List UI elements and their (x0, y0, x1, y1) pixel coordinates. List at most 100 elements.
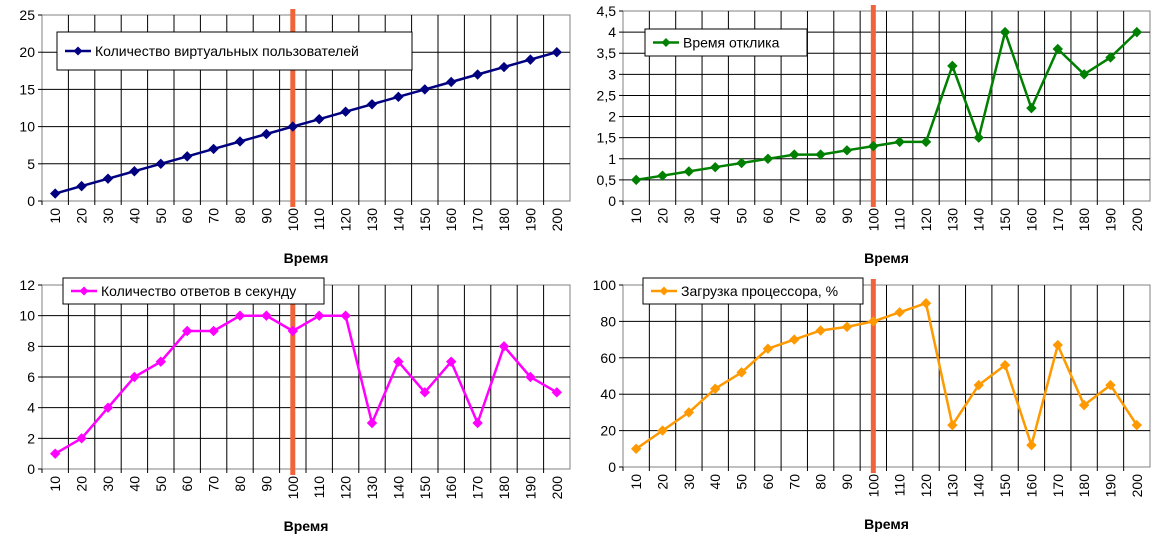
y-tick-label: 40 (600, 386, 616, 402)
y-tick-label: 10 (19, 308, 35, 324)
data-point (789, 149, 800, 160)
x-tick-label: 10 (47, 476, 63, 492)
x-tick-label: 160 (443, 476, 459, 500)
data-point (129, 371, 140, 383)
data-point (525, 54, 536, 65)
x-tick-label: 30 (681, 474, 697, 490)
data-point (815, 149, 826, 160)
data-point (261, 128, 272, 140)
legend-marker (73, 46, 83, 56)
x-tick-label: 130 (364, 476, 380, 500)
data-point (366, 417, 378, 429)
data-point (393, 91, 404, 103)
x-tick-label: 160 (1023, 208, 1039, 232)
data-point (710, 383, 721, 394)
x-tick-label: 110 (892, 474, 908, 497)
y-tick-label: 3,5 (597, 45, 617, 61)
y-tick-label: 1,5 (597, 130, 617, 146)
data-point (445, 356, 457, 367)
y-tick-label: 0 (27, 193, 35, 209)
data-point (841, 321, 853, 333)
x-tick-label: 140 (971, 208, 987, 232)
x-tick-label: 140 (971, 474, 987, 498)
data-point (234, 310, 246, 321)
data-point (1105, 52, 1116, 63)
x-tick-label: 70 (786, 208, 802, 224)
data-point (102, 173, 114, 184)
x-tick-label: 140 (390, 208, 406, 232)
x-tick-label: 60 (760, 208, 776, 224)
data-point (76, 433, 87, 444)
x-tick-label: 90 (839, 474, 855, 490)
x-tick-label: 70 (786, 474, 802, 490)
x-tick-label: 50 (734, 474, 750, 490)
x-tick-label: 170 (470, 208, 486, 232)
data-point (999, 26, 1011, 38)
data-point (234, 136, 246, 147)
y-tick-label: 0 (608, 193, 616, 209)
x-axis-title: Время (284, 518, 329, 534)
x-tick-label: 10 (628, 474, 644, 490)
legend-label: Количество виртуальных пользователей (95, 43, 359, 59)
y-tick-label: 4 (608, 24, 616, 40)
y-tick-label: 6 (27, 369, 35, 385)
x-tick-label: 150 (997, 208, 1013, 232)
data-point (49, 448, 61, 459)
x-tick-label: 120 (338, 208, 354, 232)
legend-label: Количество ответов в секунду (101, 283, 296, 299)
x-tick-label: 160 (443, 208, 459, 232)
x-tick-label: 30 (681, 208, 697, 224)
legend-box (62, 277, 325, 305)
x-tick-label: 150 (417, 208, 433, 232)
data-point (498, 61, 510, 73)
series-line (635, 301, 1138, 450)
legend-marker (661, 38, 671, 47)
data-point (947, 60, 958, 72)
x-tick-label: 80 (813, 208, 829, 224)
x-tick-label: 180 (1076, 474, 1092, 498)
data-point (1026, 439, 1037, 451)
data-point (208, 143, 219, 155)
x-tick-label: 190 (522, 208, 538, 232)
x-tick-label: 180 (1076, 208, 1092, 232)
x-tick-label: 200 (1129, 208, 1145, 232)
x-tick-label: 140 (390, 476, 406, 500)
data-point (710, 162, 721, 173)
x-tick-label: 200 (549, 476, 565, 500)
data-point (841, 145, 853, 156)
x-tick-label: 170 (1050, 474, 1066, 498)
y-tick-label: 2 (27, 430, 35, 446)
data-point (155, 158, 167, 170)
x-tick-label: 50 (734, 208, 750, 224)
data-point (102, 402, 114, 413)
data-point (683, 166, 695, 177)
x-tick-label: 100 (285, 476, 301, 500)
data-point (947, 419, 958, 431)
x-tick-label: 100 (865, 208, 881, 232)
x-tick-label: 170 (1050, 208, 1066, 232)
x-tick-label: 100 (865, 474, 881, 498)
data-point (762, 343, 774, 354)
data-point (1052, 339, 1063, 351)
data-point (181, 151, 193, 162)
legend-marker (659, 286, 669, 296)
y-tick-label: 25 (19, 7, 35, 23)
x-tick-label: 40 (126, 208, 142, 224)
data-point (973, 132, 984, 143)
data-point (340, 310, 351, 321)
x-axis-title: Время (864, 516, 909, 532)
x-tick-label: 170 (470, 476, 486, 500)
x-tick-label: 20 (655, 474, 671, 490)
data-point (1078, 69, 1090, 80)
data-point (657, 425, 668, 436)
x-tick-label: 120 (918, 208, 934, 232)
x-tick-label: 40 (707, 208, 723, 224)
data-point (736, 367, 747, 378)
data-point (736, 157, 747, 169)
x-tick-label: 150 (997, 474, 1013, 498)
data-point (1078, 399, 1090, 411)
data-point (181, 325, 193, 337)
x-tick-label: 130 (364, 208, 380, 232)
y-tick-label: 20 (19, 44, 35, 60)
x-tick-label: 180 (496, 208, 512, 232)
